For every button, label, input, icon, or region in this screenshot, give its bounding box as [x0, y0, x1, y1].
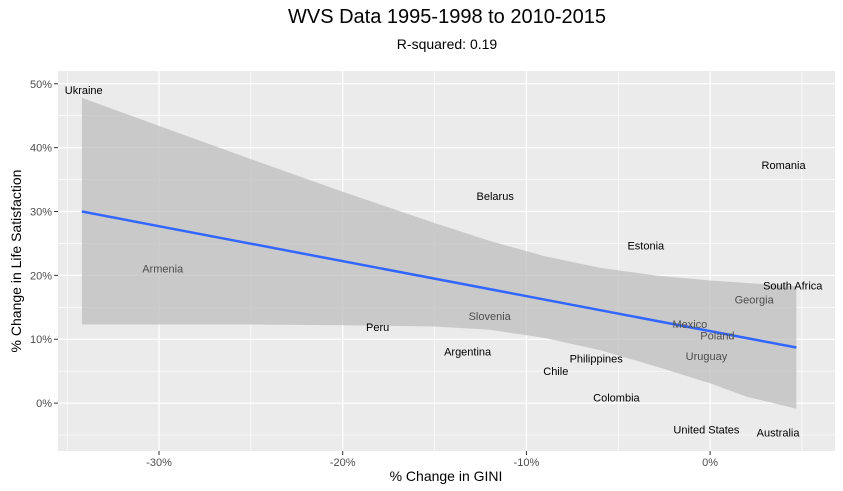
point-label-mexico: Mexico	[672, 319, 707, 331]
point-label-philippines: Philippines	[570, 353, 624, 365]
y-tick-label: 30%	[30, 207, 52, 219]
point-label-slovenia: Slovenia	[469, 311, 512, 323]
x-tick-label: -10%	[514, 457, 540, 469]
chart-subtitle: R-squared: 0.19	[397, 36, 498, 52]
y-axis-title: % Change in Life Satisfaction	[8, 170, 24, 353]
point-label-poland: Poland	[700, 330, 734, 342]
y-tick-label: 10%	[30, 334, 52, 346]
point-label-armenia: Armenia	[142, 263, 184, 275]
y-tick-label: 0%	[36, 398, 52, 410]
chart-title: WVS Data 1995-1998 to 2010-2015	[288, 6, 606, 28]
point-label-peru: Peru	[366, 322, 389, 334]
regression-line	[81, 210, 797, 349]
x-tick-label: -20%	[330, 457, 356, 469]
point-label-australia: Australia	[757, 427, 801, 439]
x-tick-label: 0%	[702, 457, 718, 469]
point-label-colombia: Colombia	[593, 392, 640, 404]
x-tick-label: -30%	[146, 457, 172, 469]
point-label-estonia: Estonia	[627, 240, 665, 252]
point-label-ukraine: Ukraine	[65, 85, 103, 97]
point-label-united-states: United States	[673, 424, 740, 436]
point-label-georgia: Georgia	[735, 295, 775, 307]
point-label-south-africa: South Africa	[763, 281, 823, 293]
country-labels: Ukraine Romania Belarus Estonia Armenia South…	[65, 85, 824, 439]
x-axis-ticks: -30% -20% -10% 0%	[146, 451, 718, 469]
y-tick-label: 40%	[30, 143, 52, 155]
y-tick-label: 20%	[30, 270, 52, 282]
point-label-chile: Chile	[543, 366, 568, 378]
y-axis-ticks: 0% 10% 20% 30% 40% 50%	[30, 79, 58, 410]
point-label-argentina: Argentina	[444, 346, 492, 358]
confidence-band	[81, 97, 797, 409]
point-label-uruguay: Uruguay	[686, 351, 728, 363]
point-label-romania: Romania	[762, 160, 807, 172]
x-axis-title: % Change in GINI	[390, 468, 503, 484]
point-label-belarus: Belarus	[477, 191, 515, 203]
y-tick-label: 50%	[30, 79, 52, 91]
